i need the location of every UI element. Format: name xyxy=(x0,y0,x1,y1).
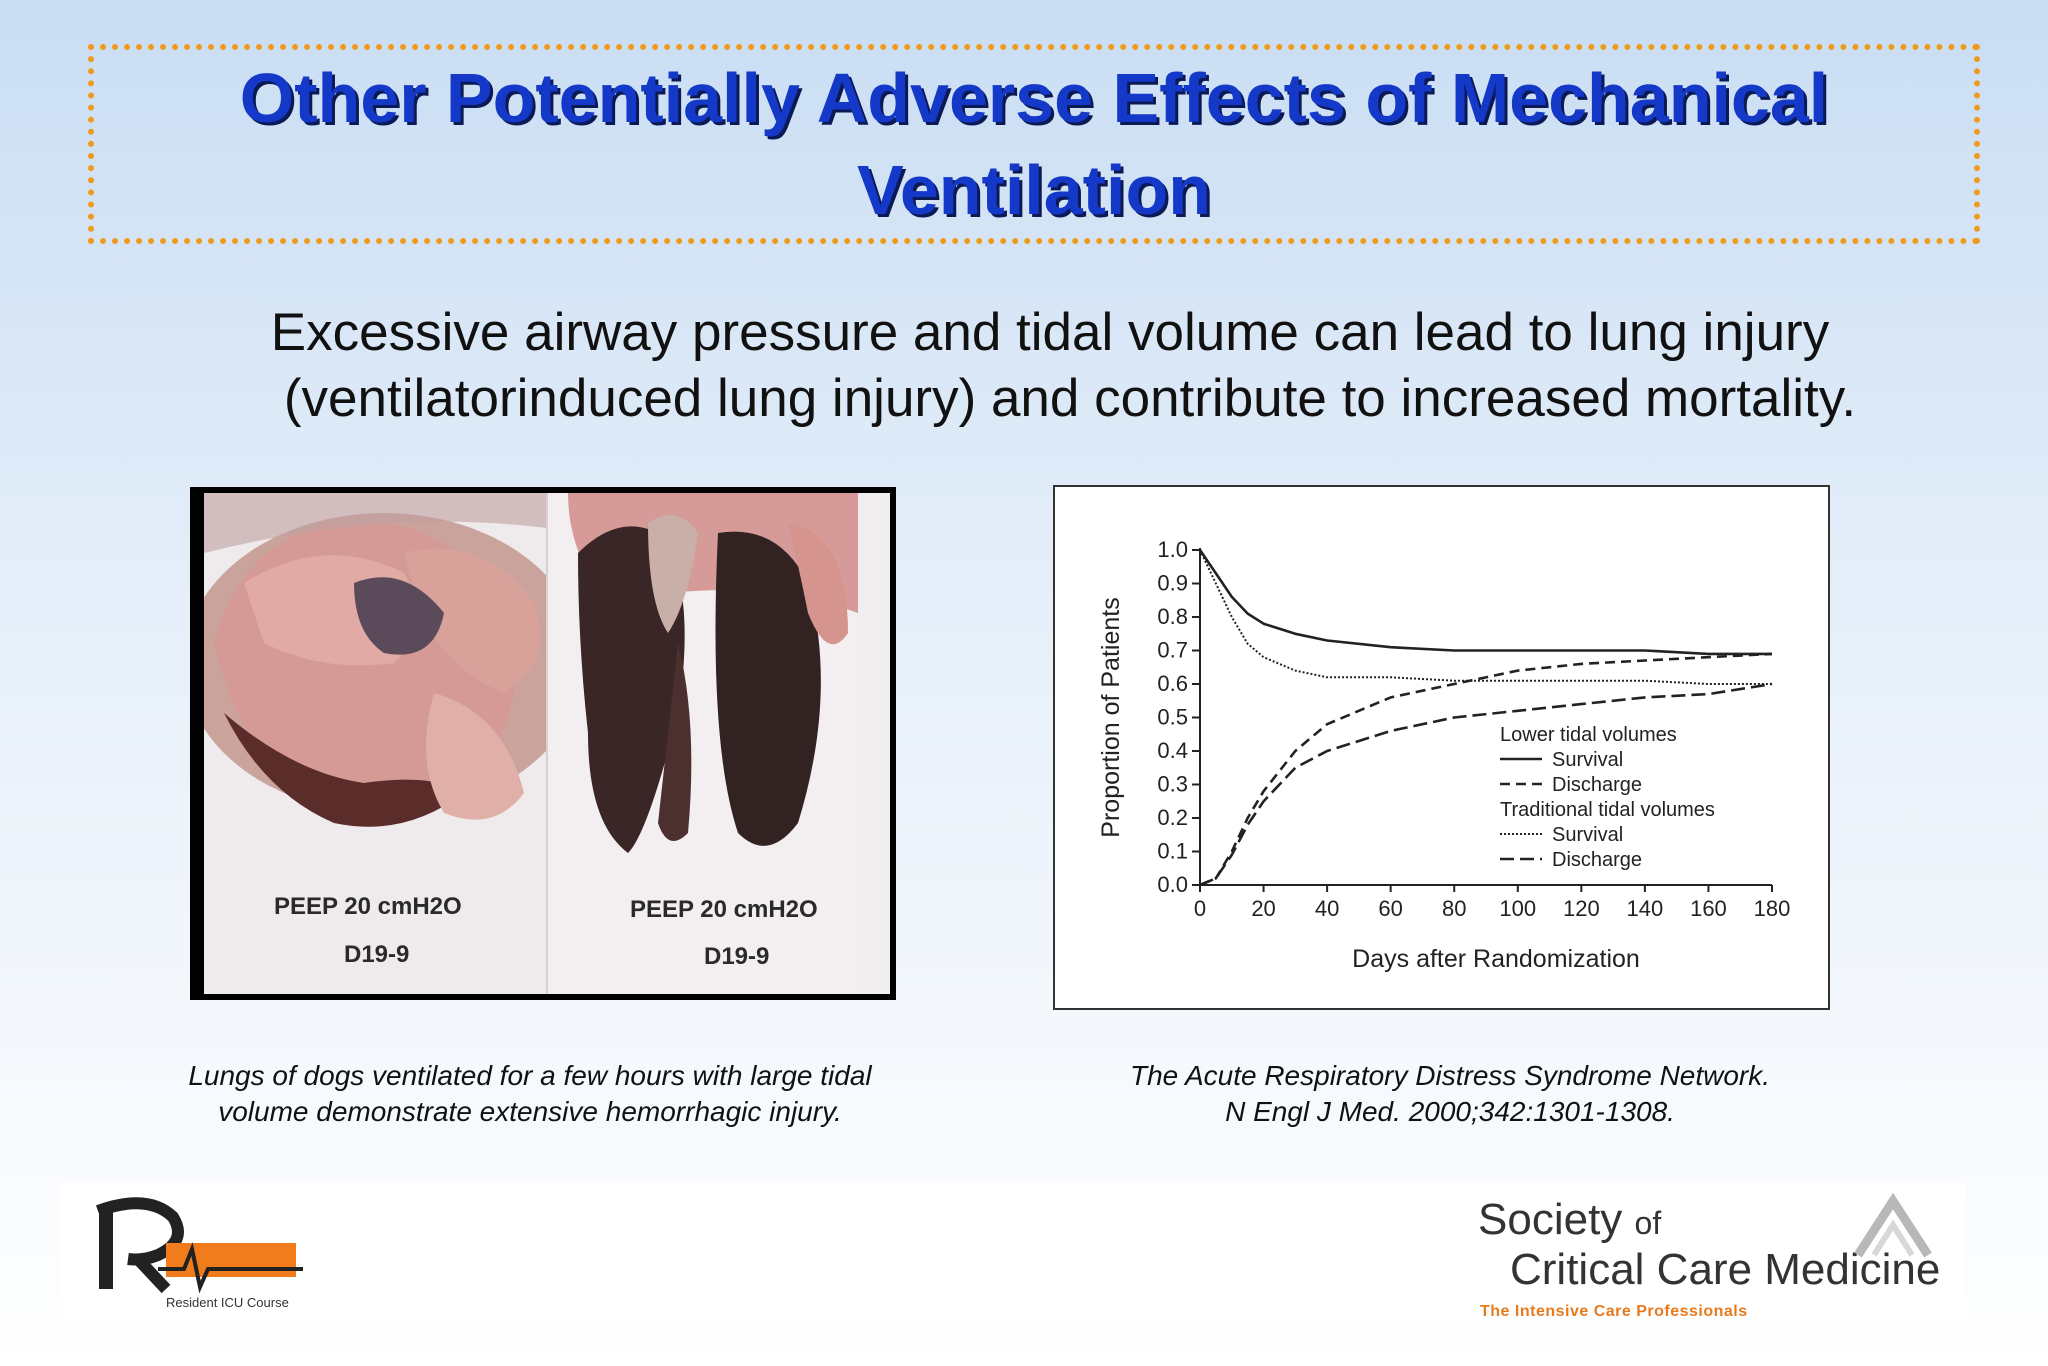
lung-photo: PEEP 20 cmH2O D19-9 PEEP 20 cmH2O D19-9 xyxy=(190,487,896,1000)
chart-legend: Lower tidal volumes Survival Discharge Trad… xyxy=(1500,724,1715,871)
series-line-1 xyxy=(1199,652,1773,887)
legend-group-heading: Lower tidal volumes xyxy=(1500,724,1677,746)
y-tick-label: 1.0 xyxy=(1157,537,1188,562)
photo-caption: Lungs of dogs ventilated for a few hours… xyxy=(160,1058,900,1130)
chart-caption-line-1: The Acute Respiratory Distress Syndrome … xyxy=(1129,1060,1771,1091)
ricu-tagline: Resident ICU Course xyxy=(166,1295,289,1310)
photo-caption-line-2: volume demonstrate extensive hemorrhagic… xyxy=(218,1096,842,1127)
x-tick-label: 100 xyxy=(1499,896,1536,921)
left-id-label: D19-9 xyxy=(344,941,410,968)
x-tick-label: 80 xyxy=(1442,896,1466,921)
ricu-logo: Resident ICU Course xyxy=(88,1189,308,1314)
lung-left-illustration xyxy=(204,493,546,993)
series-line-3 xyxy=(1199,682,1773,887)
x-tick-label: 60 xyxy=(1378,896,1402,921)
y-tick-label: 0.1 xyxy=(1157,839,1188,864)
legend-entry-label: Survival xyxy=(1552,749,1623,771)
ricu-logo-mark xyxy=(95,1197,303,1294)
x-tick-label: 40 xyxy=(1315,896,1339,921)
y-tick-label: 0.7 xyxy=(1157,638,1188,663)
title-box: Other Potentially Adverse Effects of Mec… xyxy=(88,44,1980,244)
y-tick-label: 0.5 xyxy=(1157,705,1188,730)
y-tick-label: 0.9 xyxy=(1157,571,1188,596)
sccm-logo: Society of Critical Care Medicine The In… xyxy=(1418,1193,1958,1320)
body-text: Excessive airway pressure and tidal volu… xyxy=(200,300,1900,432)
y-tick-label: 0.2 xyxy=(1157,805,1188,830)
x-axis-label: Days after Randomization xyxy=(1352,945,1640,973)
legend-entry-label: Survival xyxy=(1552,824,1623,846)
lung-photo-right-panel: PEEP 20 cmH2O D19-9 xyxy=(546,493,890,994)
sccm-tagline: The Intensive Care Professionals xyxy=(1480,1303,1748,1320)
y-tick-label: 0.3 xyxy=(1157,772,1188,797)
survival-chart-svg: 0 20 40 60 80 100 120 140 160 180 0.0 0.1 0.2 0.3 0.4 0… xyxy=(1097,537,1790,973)
sccm-society-text: Society of xyxy=(1478,1195,1662,1244)
x-tick-label: 0 xyxy=(1194,896,1206,921)
lung-right-illustration xyxy=(548,493,858,993)
sccm-name-text: Critical Care Medicine xyxy=(1510,1245,1941,1294)
left-peep-label: PEEP 20 cmH2O xyxy=(274,893,462,920)
slide-title-line-2: Ventilation xyxy=(857,151,1211,229)
body-line-1: Excessive airway pressure and tidal volu… xyxy=(270,303,1830,362)
series-line-0 xyxy=(1198,549,1772,656)
x-tick-label: 160 xyxy=(1690,896,1727,921)
y-tick-label: 0.4 xyxy=(1157,738,1188,763)
survival-chart: 0 20 40 60 80 100 120 140 160 180 0.0 0.1 0.2 0.3 0.4 0… xyxy=(1053,485,1830,1010)
x-tick-label: 20 xyxy=(1251,896,1275,921)
x-tick-label: 180 xyxy=(1754,896,1791,921)
right-id-label: D19-9 xyxy=(704,943,770,970)
legend-group-heading: Traditional tidal volumes xyxy=(1500,799,1715,821)
chart-caption-line-2: N Engl J Med. 2000;342:1301-1308. xyxy=(1225,1096,1675,1127)
photo-caption-line-1: Lungs of dogs ventilated for a few hours… xyxy=(188,1060,872,1091)
chart-caption: The Acute Respiratory Distress Syndrome … xyxy=(1080,1058,1820,1130)
y-axis-label: Proportion of Patients xyxy=(1097,597,1125,837)
slide-title-line-1: Other Potentially Adverse Effects of Mec… xyxy=(239,59,1829,137)
body-line-2: (ventilatorinduced lung injury) and cont… xyxy=(283,369,1857,428)
y-tick-label: 0.0 xyxy=(1157,872,1188,897)
series-line-2 xyxy=(1199,549,1772,685)
right-peep-label: PEEP 20 cmH2O xyxy=(630,896,818,923)
lung-photo-left-panel: PEEP 20 cmH2O D19-9 xyxy=(204,493,546,994)
legend-entry-label: Discharge xyxy=(1552,774,1642,796)
legend-entry-label: Discharge xyxy=(1552,849,1642,871)
x-tick-label: 140 xyxy=(1627,896,1664,921)
footer-logos: Resident ICU Course Society of Critical … xyxy=(60,1183,1965,1323)
x-tick-label: 120 xyxy=(1563,896,1600,921)
y-tick-label: 0.8 xyxy=(1157,604,1188,629)
y-tick-label: 0.6 xyxy=(1157,671,1188,696)
chart-axes: 0 20 40 60 80 100 120 140 160 180 0.0 0.1 0.2 0.3 0.4 0… xyxy=(1097,537,1790,973)
sccm-triangle-icon xyxy=(1854,1193,1932,1258)
chart-series xyxy=(1198,549,1773,887)
